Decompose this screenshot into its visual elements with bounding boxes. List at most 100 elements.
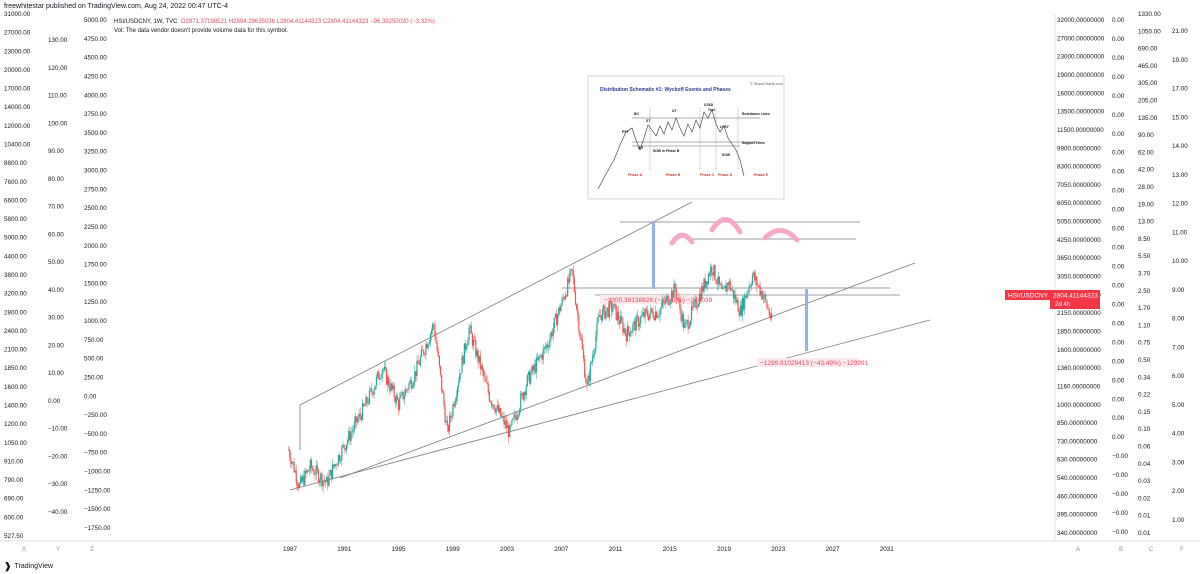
candle-body (463, 343, 465, 364)
candle-body (304, 470, 306, 486)
candle-body (637, 316, 640, 327)
right_axis_B-tick: 0.00 (1112, 245, 1125, 252)
inset-title: Distribution Schematic #1: Wyckoff Event… (600, 87, 731, 93)
left_axis_3-tick: 750.00 (84, 337, 104, 344)
right_axis_B-tick: 0.00 (1112, 320, 1125, 327)
candle-body (759, 285, 761, 295)
inset-event-lpsy: LPSY (720, 125, 730, 129)
candle-body (689, 320, 692, 326)
candle-body (359, 413, 361, 416)
candle-body (710, 266, 712, 276)
candle-body (480, 365, 483, 369)
left_axis_1-tick: 1850.00 (4, 365, 27, 372)
candle-body (698, 293, 701, 305)
candle-body (676, 298, 679, 300)
candle-body (602, 309, 604, 321)
right-price-axes[interactable]: 32000.00000000 27000.00000000 23000.000000… (1057, 11, 1188, 537)
right_axis_B-tick: 0.00 (1112, 17, 1125, 24)
last-price-countdown: 2d 4h (1055, 302, 1070, 308)
candle-body (483, 370, 485, 377)
right_axis_A-tick: 7050.00000000 (1057, 182, 1101, 189)
candle-body (595, 335, 597, 350)
tradingview-logo: ❱ TradingView (4, 561, 53, 572)
candle-body (681, 314, 683, 322)
candle-body (481, 365, 484, 371)
candle-body (643, 312, 645, 318)
candle-body (460, 372, 462, 375)
candle-body (711, 266, 713, 273)
candle-body (534, 364, 536, 373)
candle-body (615, 304, 617, 320)
candle-body (301, 477, 303, 482)
right_axis_F-tick: 14.00 (1172, 143, 1188, 150)
candle-body (525, 386, 527, 396)
candle-body (320, 473, 322, 481)
candle-body (413, 382, 415, 386)
candle-body (348, 430, 350, 441)
last-price-value: 2804.41144323 (1053, 293, 1098, 300)
candle-body (302, 476, 304, 482)
left_axis_3-tick: 3500.00 (84, 130, 107, 137)
candle-body (704, 278, 706, 288)
candle-body (614, 303, 616, 305)
right_axis_C-tick: 3.70 (1138, 271, 1151, 278)
candle-body (511, 419, 513, 426)
candle-body (723, 287, 725, 289)
candle-body (464, 343, 467, 350)
right_axis_C-tick: 28.00 (1138, 184, 1154, 191)
candle-body (612, 308, 614, 312)
left_axis_3-tick: 500.00 (84, 356, 104, 363)
wyckoff-inset: © StockCharts.com Distribution Schematic… (587, 75, 785, 200)
candle-body (388, 377, 390, 387)
left_axis_3-tick: −500.00 (84, 431, 107, 438)
x-tick: 2011 (609, 546, 623, 553)
candle-body (611, 302, 613, 312)
left_axis_3-tick: 4250.00 (84, 73, 107, 80)
candle-body (640, 316, 642, 324)
candle-body (356, 416, 358, 423)
candle-body (585, 377, 587, 383)
candle-body (443, 393, 445, 406)
candle-body (333, 464, 335, 467)
candle-body (567, 278, 569, 296)
time-axis[interactable]: 1987 1991 1995 1999 2003 2007 2011 2015 2019 2023… (283, 546, 894, 553)
right_axis_C-tick: 0.01 (1138, 530, 1151, 537)
right_axis_A-tick: 730.00000000 (1057, 438, 1098, 445)
right_axis_B-tick: −0.00 (1112, 529, 1128, 536)
candle-body (651, 308, 653, 312)
left-price-axes[interactable]: 31000.00 27000.00 23000.00 20000.00 17000.00… (4, 11, 111, 540)
candle-body (434, 324, 436, 337)
right_axis_B-tick: 0.00 (1112, 264, 1125, 271)
right_axis_A-tick: 19000.00000000 (1057, 72, 1105, 79)
candle-body (383, 366, 385, 371)
right_axis_C-tick: 0.02 (1138, 495, 1151, 502)
inset-price-path (597, 109, 745, 190)
candle-body (715, 279, 717, 284)
measure-label-1: −2300.39138826 (−43.49%) −230039 (604, 297, 713, 304)
candle-body (470, 325, 472, 334)
head-shoulders-arcs (669, 217, 800, 246)
left_axis_2-tick: 130.00 (48, 37, 68, 44)
candle-body (744, 295, 746, 310)
x-tick: 2019 (717, 546, 732, 553)
candle-body (310, 459, 313, 468)
candle-body (358, 413, 360, 419)
candle-body (529, 371, 531, 384)
candle-body (607, 307, 609, 317)
candle-body (673, 283, 675, 298)
left_axis_1-tick: 690.00 (4, 496, 24, 503)
candle-body (331, 464, 334, 479)
candle-body (523, 392, 525, 400)
candle-body (749, 286, 751, 287)
right_axis_B-tick: −0.00 (1112, 491, 1128, 498)
left_axis_2-tick: 80.00 (48, 176, 64, 183)
candle-body (747, 291, 749, 294)
candle-body (315, 465, 317, 475)
candle-body (504, 420, 506, 425)
left_axis_1-tick: 31000.00 (4, 11, 31, 18)
right_axis_F-tick: 6.00 (1172, 373, 1185, 380)
candle-body (305, 470, 307, 473)
candle-body (680, 308, 682, 322)
candle-body (724, 285, 726, 288)
